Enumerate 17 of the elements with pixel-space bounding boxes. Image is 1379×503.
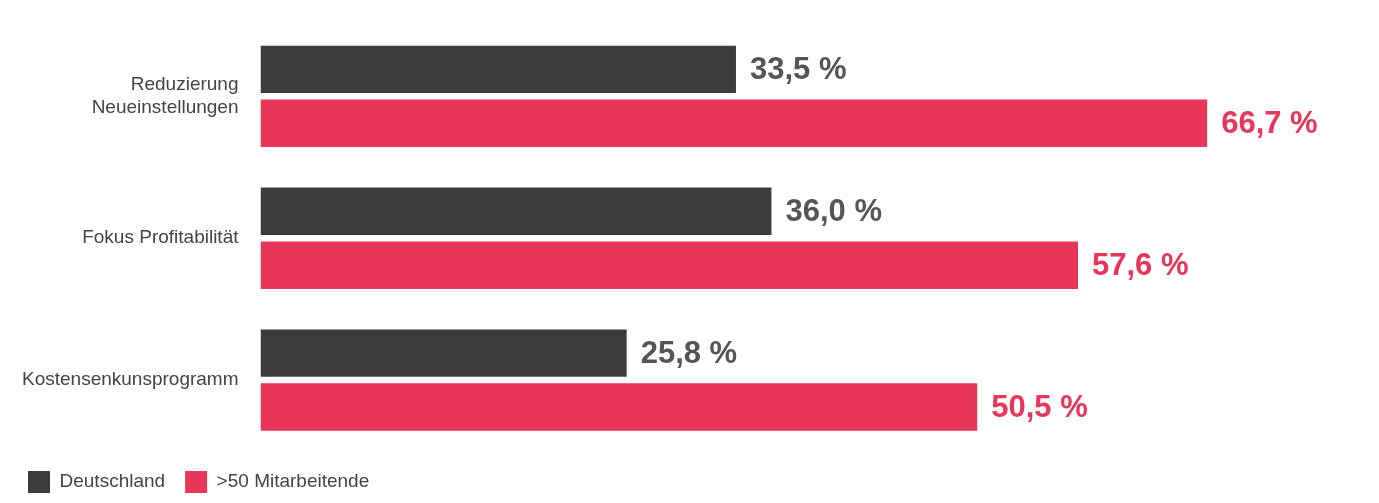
- data-label: 50,5 %: [991, 388, 1088, 424]
- bar: [260, 187, 772, 235]
- y-tick-label: Kostensenkunsprogramm: [22, 368, 239, 390]
- data-label: 36,0 %: [785, 192, 882, 228]
- bar: [260, 241, 1079, 289]
- legend-label: Deutschland: [59, 470, 166, 492]
- bar: [260, 383, 978, 431]
- bar: [260, 45, 736, 94]
- legend-label: >50 Mitarbeitende: [216, 470, 370, 492]
- bar: [260, 329, 627, 377]
- bar: [260, 99, 1208, 148]
- y-tick-label: Reduzierung Neueinstellungen: [91, 73, 239, 117]
- data-label: 33,5 %: [749, 50, 847, 86]
- data-label: 66,7 %: [1221, 104, 1318, 140]
- y-tick-label: Fokus Profitabilität: [82, 226, 240, 248]
- data-label: 25,8 %: [640, 334, 738, 370]
- data-label: 57,6 %: [1092, 246, 1189, 282]
